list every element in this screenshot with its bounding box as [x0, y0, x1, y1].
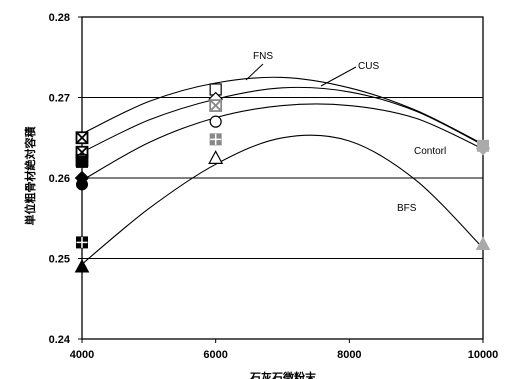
curve-label-cus: CUS [358, 61, 379, 72]
data-point-square [76, 155, 88, 168]
marker-triangle [74, 259, 90, 273]
x-tick-label: 10000 [468, 349, 499, 361]
y-tick-label: 0.27 [49, 93, 70, 105]
marker-x-box-cross [209, 99, 222, 112]
leader-line-cus [320, 66, 357, 87]
y-axis-label: 単位粗骨材絶対容積 [23, 126, 37, 226]
x-tick-label: 6000 [203, 349, 227, 361]
y-tick-label: 0.26 [49, 173, 70, 185]
y-tick-label: 0.24 [49, 334, 71, 346]
data-point-circle [76, 178, 88, 191]
curve-label-fns: FNS [253, 51, 273, 62]
y-tick-label: 0.28 [49, 12, 70, 24]
marker-square [76, 155, 88, 168]
x-axis-label: 石灰石微粉末 [249, 370, 317, 379]
data-point-x-box [209, 99, 223, 112]
marker-circle [76, 178, 88, 191]
curve-fns [81, 76, 484, 145]
leader-line-fns [245, 63, 264, 81]
data-points [74, 83, 491, 273]
annotations: FNS CUS Contorl BFS [245, 51, 446, 214]
curve-bfs [81, 134, 484, 265]
marker-diamond [475, 141, 491, 156]
curve-label-contorl: Contorl [414, 146, 446, 157]
curves [81, 76, 484, 265]
data-point-circle-open [209, 115, 222, 128]
data-point-triangle-open [208, 150, 224, 164]
marker-x-box-cross [75, 131, 89, 144]
marker-triangle [475, 236, 491, 251]
x-tick-label: 8000 [337, 349, 361, 361]
grid [81, 16, 484, 340]
x-tick-label: 4000 [70, 349, 94, 361]
axis-ticks: 0.24 0.25 0.26 0.27 0.28 4000 6000 8000 10000 [49, 12, 499, 361]
data-point-x-box [75, 131, 89, 145]
curve-cus [81, 86, 484, 153]
data-point-diamond [475, 141, 491, 156]
curve-label-bfs: BFS [397, 203, 417, 214]
data-point-plus-box [209, 133, 222, 146]
data-point-plus-box [76, 236, 88, 249]
curve-contorl [81, 103, 484, 181]
marker-circle-open [209, 115, 222, 128]
marker-triangle-open [208, 150, 224, 164]
data-point-triangle [475, 236, 491, 251]
y-tick-label: 0.25 [49, 254, 70, 266]
data-point-triangle [74, 259, 90, 273]
